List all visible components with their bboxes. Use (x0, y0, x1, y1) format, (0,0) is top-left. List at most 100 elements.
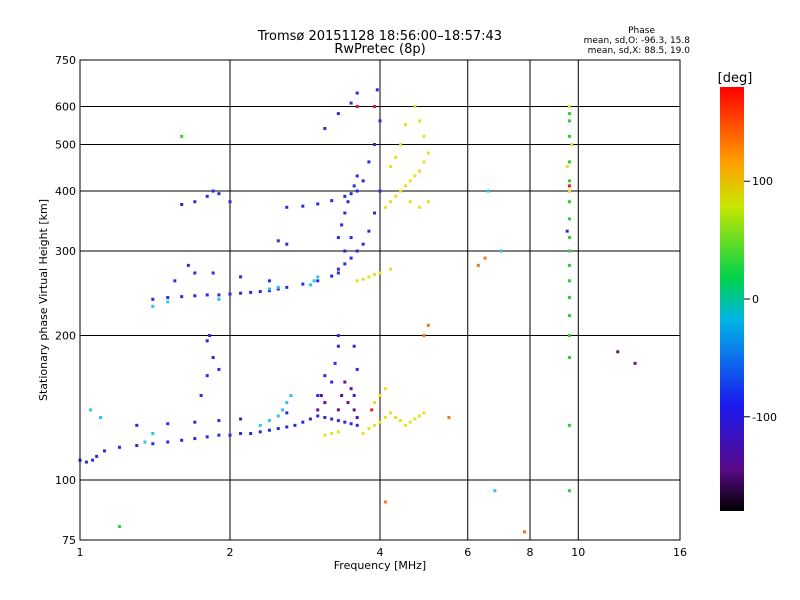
data-point (389, 411, 393, 415)
data-point (135, 423, 139, 427)
data-point (567, 134, 571, 138)
y-tick-label: 500 (55, 139, 76, 152)
data-point (373, 423, 377, 427)
data-point (367, 427, 371, 431)
colorbar (720, 87, 744, 511)
data-point (217, 293, 221, 297)
data-point (567, 179, 571, 183)
data-point (285, 242, 289, 246)
data-point (375, 88, 379, 92)
x-tick-label: 6 (464, 546, 471, 559)
y-tick-label: 75 (62, 534, 76, 547)
data-point (173, 279, 177, 283)
data-point (258, 430, 262, 434)
data-point (228, 200, 232, 204)
colorbar-tick-label: 100 (752, 175, 773, 188)
data-point (567, 314, 571, 318)
data-point (217, 433, 221, 437)
chart-title: Tromsø 20151128 18:56:00–18:57:43 (257, 29, 502, 44)
data-point (289, 394, 293, 398)
data-point (447, 415, 451, 419)
colorbar-tick-label: -100 (752, 411, 777, 424)
y-tick-label: 400 (55, 185, 76, 198)
data-point (276, 285, 280, 289)
data-point (285, 285, 289, 289)
data-point (408, 420, 412, 424)
data-point (355, 189, 359, 193)
data-point (355, 415, 359, 419)
data-point (316, 279, 320, 283)
stats-title: Phase (628, 26, 655, 36)
x-tick-label: 8 (527, 546, 534, 559)
data-point (293, 423, 297, 427)
x-tick-labels: 1 2 4 6 8 10 16 (77, 546, 688, 559)
data-point (422, 160, 426, 164)
data-point (389, 267, 393, 271)
data-point (166, 440, 170, 444)
data-point (567, 249, 571, 253)
data-point (267, 428, 271, 432)
data-point (349, 387, 353, 391)
data-point (394, 415, 398, 419)
data-point (239, 432, 243, 436)
data-point (352, 184, 356, 188)
data-point (373, 211, 377, 215)
data-point (193, 271, 197, 275)
data-point (389, 164, 393, 168)
x-tick-label: 10 (571, 546, 585, 559)
data-point (389, 200, 393, 204)
data-point (330, 417, 334, 421)
data-point (336, 334, 340, 338)
data-point (567, 119, 571, 123)
data-point (336, 271, 340, 275)
data-point (205, 194, 209, 198)
data-point (166, 296, 170, 300)
data-point (91, 458, 95, 462)
y-axis-label: Stationary phase Virtual Height [km] (37, 199, 50, 401)
data-point (336, 344, 340, 348)
data-point (343, 211, 347, 215)
data-point (567, 423, 571, 427)
data-point (323, 374, 327, 378)
data-point (316, 394, 320, 398)
data-point (349, 236, 353, 240)
data-point (567, 296, 571, 300)
data-point (193, 420, 197, 424)
x-tick-label: 4 (377, 546, 384, 559)
data-point (361, 179, 365, 183)
colorbar-tick-label: 0 (752, 293, 759, 306)
data-points (78, 88, 637, 534)
data-point (319, 394, 323, 398)
data-point (565, 229, 569, 233)
data-point (211, 355, 215, 359)
data-point (361, 277, 365, 281)
data-point (336, 267, 340, 271)
data-point (333, 361, 337, 365)
data-point (346, 200, 350, 204)
data-point (413, 417, 417, 421)
data-point (355, 367, 359, 371)
data-point (211, 271, 215, 275)
data-point (323, 401, 327, 405)
data-point (89, 408, 93, 412)
data-point (383, 205, 387, 209)
data-point (567, 263, 571, 267)
data-point (166, 300, 170, 304)
data-point (95, 454, 99, 458)
data-point (258, 423, 262, 427)
y-tick-label: 100 (55, 474, 76, 487)
data-point (493, 489, 497, 493)
data-point (426, 323, 430, 327)
data-point (349, 256, 353, 260)
data-point (567, 279, 571, 283)
data-point (276, 239, 280, 243)
data-point (565, 164, 569, 168)
stats-line-o: mean, sd,O: -96.3, 15.8 (584, 36, 691, 46)
data-point (239, 417, 243, 421)
data-point (567, 189, 571, 193)
data-point (276, 287, 280, 291)
data-point (336, 112, 340, 116)
data-point (422, 134, 426, 138)
data-point (276, 427, 280, 431)
